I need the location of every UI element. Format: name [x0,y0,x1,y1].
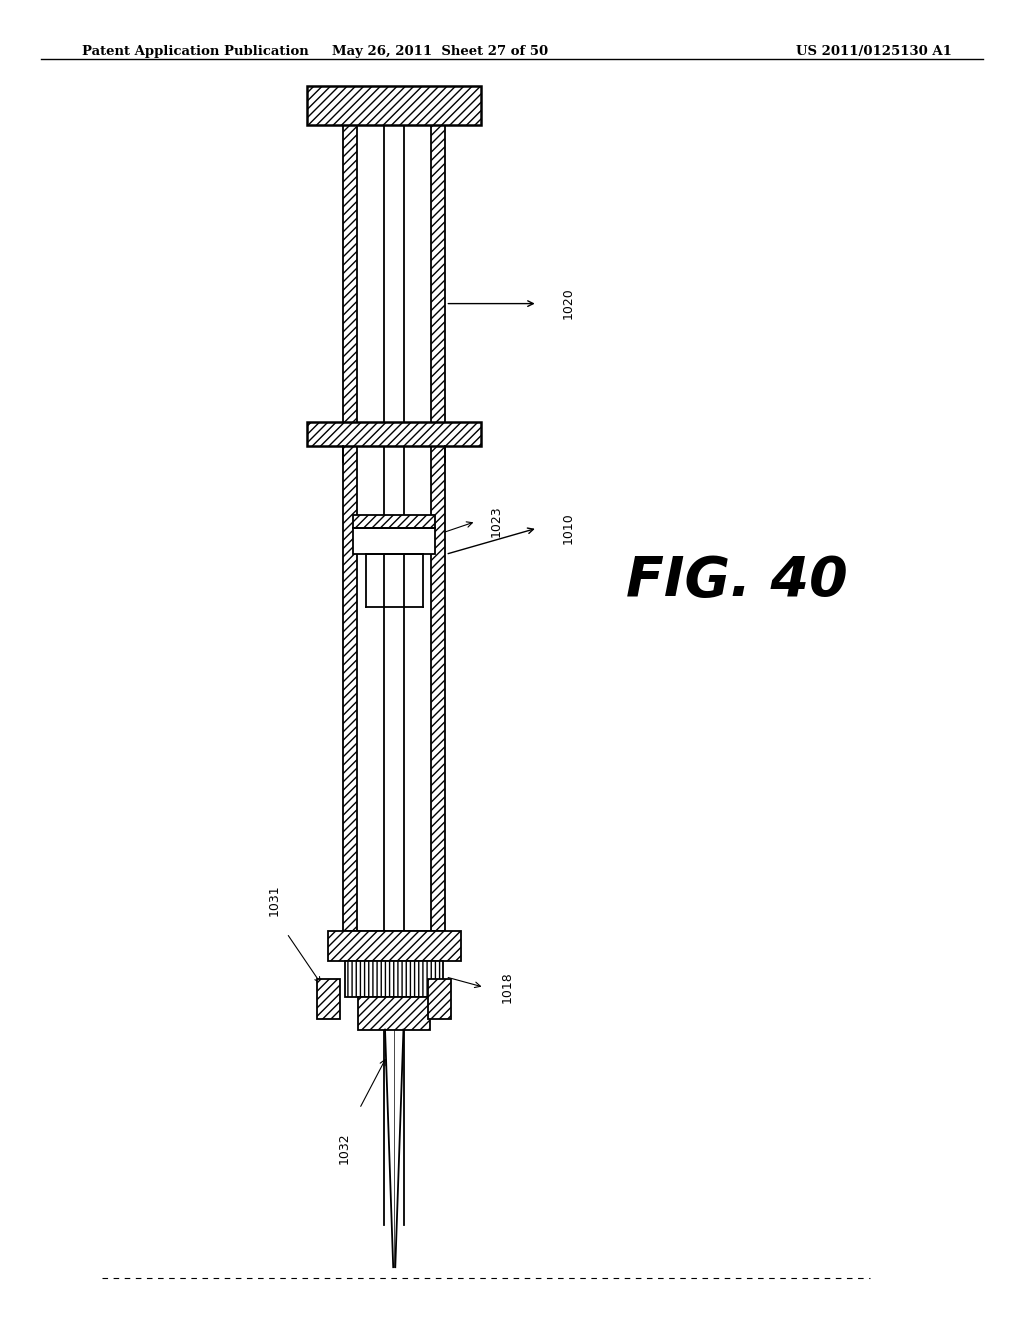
Text: 1031: 1031 [268,884,281,916]
Text: 1010: 1010 [562,512,574,544]
Text: 1023: 1023 [490,506,503,537]
Text: 1032: 1032 [338,1133,350,1164]
Bar [357,125,431,931]
Text: US 2011/0125130 A1: US 2011/0125130 A1 [797,45,952,58]
Bar [307,86,481,125]
Bar [307,86,481,125]
Text: FIG. 40: FIG. 40 [627,554,848,607]
Bar [428,979,451,1019]
Bar [353,515,435,528]
Bar [317,979,340,1019]
Bar [307,422,481,446]
Text: 1030: 1030 [419,367,431,399]
Bar [431,125,445,931]
Bar [345,961,443,997]
Bar [328,931,461,961]
Text: 1020: 1020 [562,288,574,319]
Bar [431,125,445,931]
Text: 1025: 1025 [414,446,426,478]
Bar [328,931,461,961]
Bar [343,125,357,931]
Bar [428,979,451,1019]
Bar [307,422,481,446]
Bar [345,961,443,997]
Text: 1024: 1024 [345,628,357,660]
Bar [317,979,340,1019]
Bar [358,997,430,1030]
Text: Patent Application Publication: Patent Application Publication [82,45,308,58]
Bar [353,515,435,528]
Text: 1018: 1018 [501,972,513,1003]
Text: May 26, 2011  Sheet 27 of 50: May 26, 2011 Sheet 27 of 50 [332,45,549,58]
Bar [358,997,430,1030]
Bar [343,125,357,931]
Bar [353,528,435,554]
